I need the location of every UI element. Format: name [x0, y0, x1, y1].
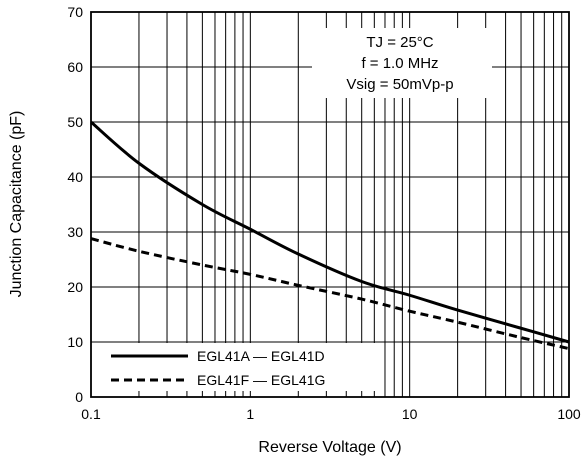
- legend-label-egl41f-egl41g: EGL41F — EGL41G: [197, 372, 325, 388]
- y-axis-label: Junction Capacitance (pF): [8, 111, 25, 298]
- legend-label-egl41a-egl41d: EGL41A — EGL41D: [197, 348, 325, 364]
- condition-frequency: f = 1.0 MHz: [361, 55, 438, 72]
- condition-temperature: TJ = 25°C: [366, 34, 433, 51]
- x-tick-labels: 0.1 1 10 100: [81, 406, 581, 422]
- y-tick-label: 70: [67, 4, 83, 20]
- y-tick-label: 40: [67, 169, 83, 185]
- x-tick-label: 1: [246, 406, 254, 422]
- y-tick-label: 30: [67, 224, 83, 240]
- y-tick-label: 0: [75, 389, 83, 405]
- y-tick-label: 60: [67, 59, 83, 75]
- x-tick-label: 10: [402, 406, 418, 422]
- y-tick-labels: 0 10 20 30 40 50 60 70: [67, 4, 83, 405]
- series-line-1: [90, 237, 570, 351]
- condition-signal: Vsig = 50mVp-p: [346, 76, 453, 93]
- x-tick-label: 100: [557, 406, 581, 422]
- plot-frame: [90, 11, 570, 398]
- series-layer: [90, 120, 570, 351]
- x-tick-label: 0.1: [81, 406, 101, 422]
- legend-background: [104, 343, 384, 391]
- y-tick-label: 50: [67, 114, 83, 130]
- series-line-0: [90, 120, 570, 344]
- legend: EGL41A — EGL41D EGL41F — EGL41G: [104, 343, 384, 391]
- conditions-background: [312, 28, 492, 98]
- y-tick-label: 20: [67, 279, 83, 295]
- x-axis-label: Reverse Voltage (V): [258, 439, 401, 456]
- y-tick-label: 10: [67, 334, 83, 350]
- conditions-box: TJ = 25°C f = 1.0 MHz Vsig = 50mVp-p: [312, 28, 492, 98]
